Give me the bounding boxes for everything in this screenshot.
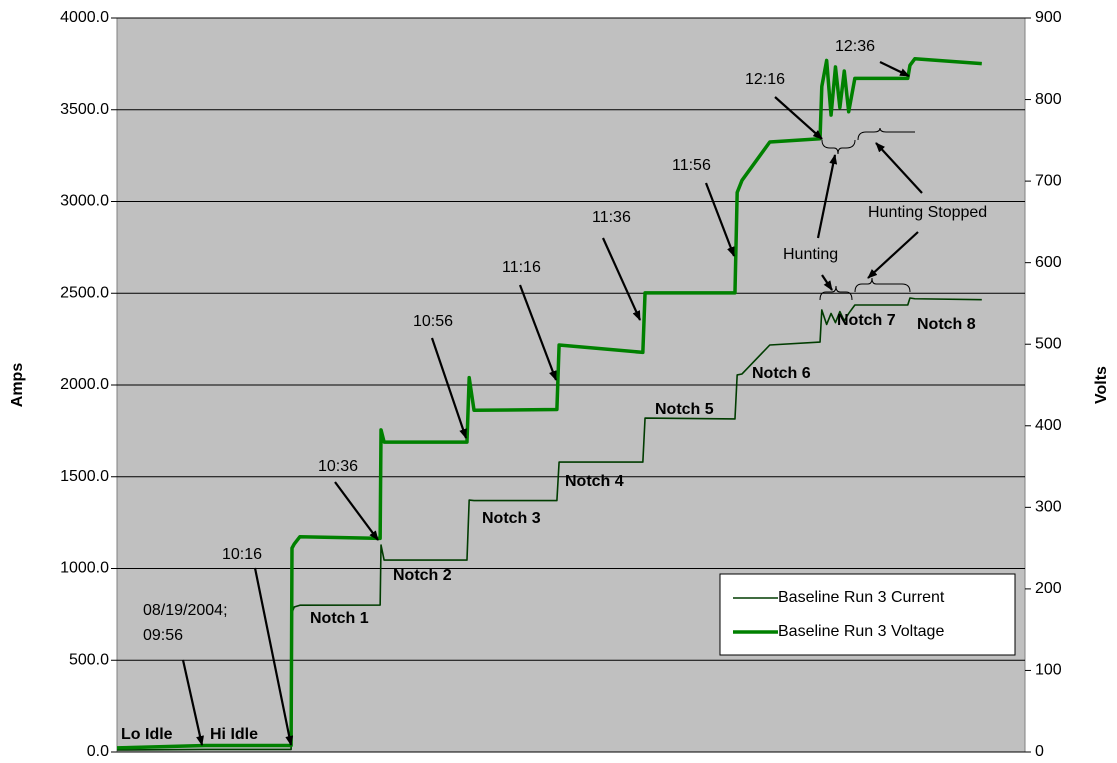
annotation: Hi Idle xyxy=(210,726,258,743)
arrow xyxy=(875,142,923,194)
annotation: 11:56 xyxy=(672,157,711,174)
y2-tick-label: 700 xyxy=(1035,172,1062,189)
legend-box xyxy=(719,573,1016,656)
grid xyxy=(111,17,1031,753)
lines xyxy=(116,57,982,751)
annotation: Notch 6 xyxy=(752,365,811,382)
annotation: Notch 1 xyxy=(310,610,369,627)
arrow xyxy=(334,481,379,541)
annotation: 11:16 xyxy=(502,259,541,276)
annotations: Lo Idle Hi Idle 08/19/2004; 09:56 10:16 … xyxy=(121,38,987,743)
legend-label: Baseline Run 3 Current xyxy=(778,589,945,606)
y2-tick-label: 500 xyxy=(1035,335,1062,352)
series-line xyxy=(116,297,982,751)
brace xyxy=(857,127,915,141)
y2-tick-label: 300 xyxy=(1035,499,1062,516)
legend-label: Baseline Run 3 Voltage xyxy=(778,623,944,640)
y-tick-label: 2500.0 xyxy=(60,284,109,301)
y2-tick-label: 200 xyxy=(1035,580,1062,597)
annotation: Hunting Stopped xyxy=(868,204,987,221)
y-tick-label: 2000.0 xyxy=(60,376,109,393)
arrow xyxy=(430,337,468,439)
y-tick-label: 1000.0 xyxy=(60,560,109,577)
arrow xyxy=(518,284,558,381)
y-tick-label: 4000.0 xyxy=(60,9,109,26)
arrow xyxy=(601,237,642,321)
y-tick-label: 500.0 xyxy=(69,651,109,668)
brace xyxy=(819,285,853,301)
annotation: Notch 4 xyxy=(565,473,624,490)
y-tick-label: 3500.0 xyxy=(60,101,109,118)
brace xyxy=(854,277,911,293)
arrow xyxy=(181,659,204,746)
y2-tick-label: 600 xyxy=(1035,254,1062,271)
y-tick-label: 1500.0 xyxy=(60,468,109,485)
annotation: Hunting xyxy=(783,246,838,263)
y-axis-title: Amps xyxy=(9,363,26,408)
arrow xyxy=(774,96,823,140)
annotation: 12:36 xyxy=(835,38,875,55)
annotation: Notch 8 xyxy=(917,316,976,333)
y-tick-label: 0.0 xyxy=(87,743,109,760)
annotation: 12:16 xyxy=(745,71,785,88)
annotation: Notch 7 xyxy=(837,312,896,329)
y2-axis-title: Volts xyxy=(1093,366,1110,404)
annotation: 09:56 xyxy=(143,627,183,644)
arrows xyxy=(181,61,923,746)
annotation: 10:56 xyxy=(413,313,453,330)
y2-tick-label: 400 xyxy=(1035,417,1062,434)
legend: Baseline Run 3 Current Baseline Run 3 Vol… xyxy=(719,573,1016,656)
y-tick-label: 3000.0 xyxy=(60,193,109,210)
y2-tick-label: 900 xyxy=(1035,9,1062,26)
annotation: 11:36 xyxy=(592,209,631,226)
y2-tick-label: 100 xyxy=(1035,662,1062,679)
annotation: Notch 3 xyxy=(482,510,541,527)
annotation: 10:16 xyxy=(222,546,262,563)
arrow xyxy=(867,231,919,279)
annotation: Notch 5 xyxy=(655,401,714,418)
arrow xyxy=(816,154,838,239)
annotation: Lo Idle xyxy=(121,726,173,743)
y2-tick-label: 0 xyxy=(1035,743,1044,760)
annotation: 10:36 xyxy=(318,458,358,475)
brace xyxy=(821,139,856,155)
arrow xyxy=(253,567,294,746)
arrow xyxy=(879,61,910,77)
y2-tick-label: 800 xyxy=(1035,91,1062,108)
series-line xyxy=(116,57,982,750)
arrow xyxy=(704,182,736,257)
arrow xyxy=(821,274,833,291)
annotation: 08/19/2004; xyxy=(143,602,228,619)
annotation: Notch 2 xyxy=(393,567,452,584)
